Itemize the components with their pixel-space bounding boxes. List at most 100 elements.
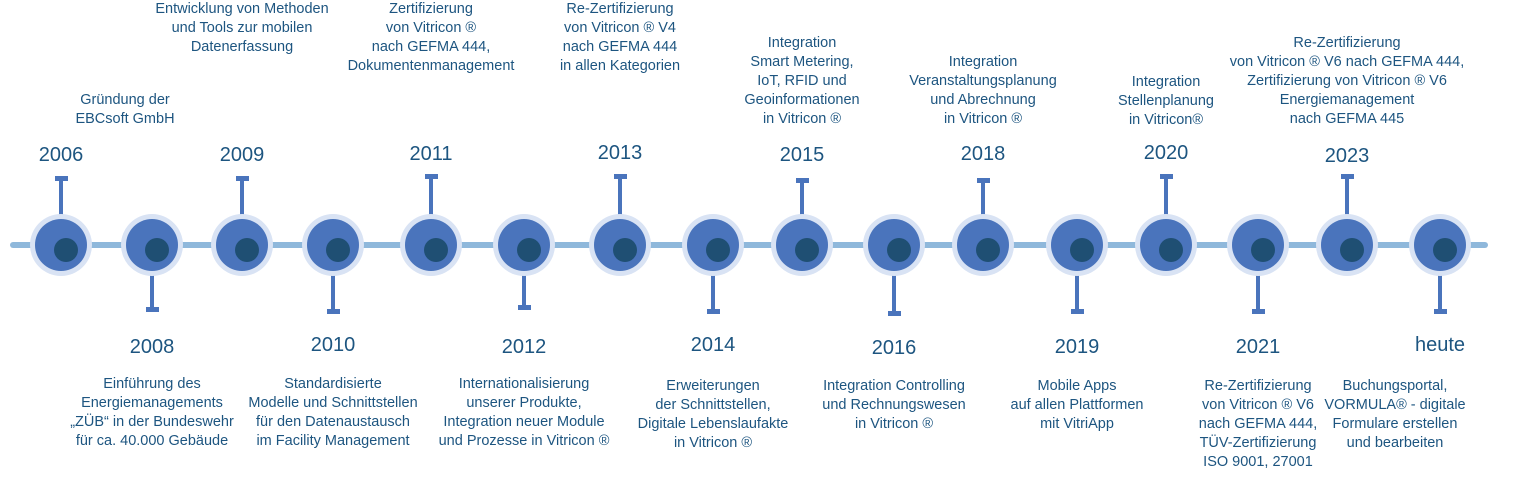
milestone-description-line: Standardisierte [284,376,382,392]
milestone-description-line: von Vitricon ® V6 [1202,397,1314,413]
milestone-description-line: mit VitriApp [1040,416,1114,432]
milestone-description-line: und Prozesse in Vitricon ® [438,433,610,449]
milestone-year: 2016 [871,337,917,359]
milestone-description-line: und bearbeiten [1346,435,1444,451]
milestone-stem-cap [887,311,901,316]
milestone-stem-cap [976,178,990,183]
milestone-description: Standardisierte Modelle und Schnittstelle… [208,375,458,451]
milestone-node-ring [405,219,457,271]
milestone-node-center [326,238,350,262]
milestone-description: Integration Stellenplanung in Vitricon® [1041,73,1291,130]
milestone-node-center [235,238,259,262]
milestone-node [302,214,364,276]
milestone-description: Entwicklung von Methoden und Tools zur mo… [117,0,367,57]
milestone-node [1316,214,1378,276]
milestone-stem [331,245,335,314]
milestone-year: 2012 [501,336,547,358]
milestone-node-ring [1051,219,1103,271]
milestone-description-line: im Facility Management [256,433,410,449]
milestone-node-center [1251,238,1275,262]
milestone-node-center [54,238,78,262]
milestone-stem-cap [1340,174,1354,179]
milestone-description-line: Energiemanagement [1279,92,1415,108]
milestone-description-line: VORMULA® - digitale [1324,397,1466,413]
milestone-description-line: Geoinformationen [744,92,860,108]
milestone-node-ring [687,219,739,271]
milestone-node-center [1070,238,1094,262]
milestone-description-line: Dokumentenmanagement [347,58,515,74]
milestone-description: Integration Smart Metering, IoT, RFID und G… [677,34,927,129]
milestone-description-line: Buchungsportal, [1342,378,1448,394]
milestone-stem [1438,245,1442,314]
milestone-description-line: Zertifizierung von Vitricon ® V6 [1247,73,1447,89]
milestone-description-line: Einführung des [103,376,201,392]
milestone-node [493,214,555,276]
milestone-description: Gründung der EBCsoft GmbH [0,91,250,129]
milestone-description-line: in Vitricon ® [673,435,753,451]
milestone-description-line: Erweiterungen [666,378,760,394]
milestone-node-center [145,238,169,262]
timeline-axis [10,242,1488,248]
milestone-description-line: Integration [1131,74,1201,90]
milestone-stem [981,180,985,245]
milestone-node [589,214,651,276]
milestone-description-line: auf allen Plattformen [1010,397,1144,413]
milestone-description: Re-Zertifizierung von Vitricon ® V6 nach … [1212,34,1482,129]
milestone-description-line: Datenerfassung [190,39,294,55]
milestone-year: 2015 [779,144,825,166]
milestone-stem-cap [1070,309,1084,314]
milestone-stem [1164,176,1168,245]
milestone-stem [59,178,63,245]
milestone-description: Einführung des Energiemanagements „ZÜB“ in… [27,375,277,451]
milestone-description-line: Re-Zertifizierung [1204,378,1312,394]
milestone-year: 2021 [1235,336,1281,358]
milestone-node-ring [1140,219,1192,271]
milestone-stem-cap [1251,309,1265,314]
milestone-node-ring [216,219,268,271]
milestone-node [771,214,833,276]
milestone-year: 2006 [38,144,84,166]
milestone-node-center [424,238,448,262]
milestone-description-line: IoT, RFID und [757,73,847,89]
milestone-node-ring [868,219,920,271]
milestone-year: 2011 [409,143,453,165]
milestone-description-line: Smart Metering, [750,54,854,70]
milestone-node-center [1159,238,1183,262]
milestone-stem [1345,176,1349,245]
milestone-node-center [613,238,637,262]
milestone-description: Integration Controlling und Rechnungswese… [769,377,1019,434]
milestone-stem-cap [613,174,627,179]
milestone-stem-cap [1433,309,1447,314]
milestone-description-line: in Vitricon ® [854,416,934,432]
milestone-stem-cap [235,176,249,181]
milestone-year: 2018 [960,143,1006,165]
milestone-stem [618,176,622,245]
milestone-node-ring [594,219,646,271]
milestone-node [30,214,92,276]
milestone-description-line: der Schnittstellen, [655,397,771,413]
milestone-node-ring [1321,219,1373,271]
milestone-node [121,214,183,276]
milestone-description: Buchungsportal, VORMULA® - digitale Formul… [1270,377,1520,453]
milestone-description-line: Modelle und Schnittstellen [248,395,418,411]
milestone-stem-cap [145,307,159,312]
milestone-description-line: von Vitricon ® V4 [564,20,676,36]
milestone-stem-cap [424,174,438,179]
milestone-node-center [1433,238,1457,262]
milestone-year: 2010 [310,334,356,356]
milestone-description-line: nach GEFMA 444, [371,39,491,55]
milestone-description-line: nach GEFMA 445 [1289,111,1405,127]
milestone-description-line: Re-Zertifizierung [1293,35,1401,51]
milestone-description-line: unserer Produkte, [466,395,582,411]
milestone-description-line: Integration neuer Module [443,414,605,430]
milestone-description-line: nach GEFMA 444, [1198,416,1318,432]
milestone-node [1409,214,1471,276]
milestone-stem [522,245,526,310]
milestone-description-line: in allen Kategorien [559,58,681,74]
milestone-description-line: Entwicklung von Methoden [155,1,329,17]
milestone-description: Zertifizierung von Vitricon ® nach GEFMA 4… [306,0,556,76]
milestone-stem-cap [326,309,340,314]
milestone-year: 2013 [597,142,643,164]
milestone-description-line: und Rechnungswesen [822,397,966,413]
